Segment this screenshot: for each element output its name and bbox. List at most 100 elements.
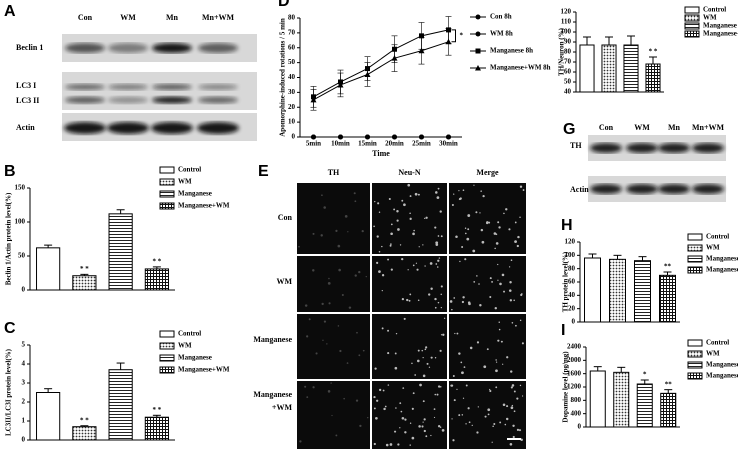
cell <box>426 362 429 365</box>
cell <box>374 200 376 203</box>
cell <box>467 228 470 231</box>
micrograph <box>297 256 370 312</box>
cell <box>480 190 482 192</box>
band <box>626 143 658 153</box>
band <box>692 143 724 153</box>
cell <box>475 211 478 214</box>
bar <box>144 416 169 441</box>
cell <box>382 389 385 392</box>
cell <box>381 289 383 292</box>
cell <box>486 348 489 351</box>
band <box>152 84 192 90</box>
cell <box>328 302 331 305</box>
marker <box>310 96 317 103</box>
y-tick-label: 2 <box>22 398 26 406</box>
y-tick-label: 0 <box>578 423 582 431</box>
cell <box>337 325 340 327</box>
cell <box>509 281 512 284</box>
significance: * * <box>153 406 162 414</box>
cell <box>467 214 471 217</box>
cell <box>378 211 381 213</box>
y-tick-label: 60 <box>568 278 576 286</box>
bar <box>584 257 601 323</box>
legend-label: Control <box>178 166 201 174</box>
cell <box>326 343 328 345</box>
cell <box>388 197 391 201</box>
cell <box>390 243 392 245</box>
cell <box>511 384 515 387</box>
lane-label: Mn <box>166 13 179 22</box>
cell <box>442 333 445 336</box>
band <box>152 96 192 104</box>
cell <box>516 428 520 431</box>
cell <box>430 356 433 359</box>
cell <box>522 189 525 191</box>
cell <box>422 400 425 403</box>
legend-label: WM <box>706 244 720 252</box>
micrograph <box>449 183 526 254</box>
cell <box>449 300 453 303</box>
cell <box>439 210 442 213</box>
y-tick-label: 4 <box>22 360 26 368</box>
bar <box>108 369 133 441</box>
y-tick-label: 80 <box>568 264 576 272</box>
row-label: Actin <box>16 123 35 132</box>
cell <box>387 258 390 261</box>
panel-letter: A <box>4 3 16 20</box>
cell <box>306 335 309 338</box>
bar <box>579 44 595 93</box>
cell <box>469 346 473 350</box>
significance: * * <box>649 48 658 56</box>
cell <box>390 223 393 226</box>
significance: ** <box>665 380 673 388</box>
cell <box>468 302 471 306</box>
panel-letter: C <box>4 320 16 337</box>
band <box>108 96 148 104</box>
cell <box>504 423 507 426</box>
cell <box>434 393 437 396</box>
cell <box>358 354 361 357</box>
cell <box>394 430 397 433</box>
y-tick-label: 20 <box>568 304 576 312</box>
cell <box>519 216 521 219</box>
cell <box>395 407 397 409</box>
cell <box>514 221 517 224</box>
cell <box>390 232 393 236</box>
cell <box>417 299 420 302</box>
x-axis-label: Time <box>372 149 390 158</box>
x-tick-label: 5min <box>306 140 321 148</box>
bar <box>659 274 676 323</box>
cell <box>424 217 426 220</box>
cell <box>491 441 493 443</box>
row-label: +WM <box>272 403 293 412</box>
legend-label: Manganese 8h <box>490 47 533 55</box>
cell <box>409 422 412 424</box>
row-label: LC3 I <box>16 81 36 90</box>
cell <box>452 374 455 377</box>
cell <box>437 235 440 237</box>
cell <box>299 440 302 443</box>
cell <box>489 277 492 280</box>
cell <box>467 407 470 410</box>
cell <box>497 339 500 342</box>
cell <box>385 443 389 447</box>
y-tick-label: 10 <box>288 118 296 126</box>
legend-label: Manganese+WM <box>178 202 230 210</box>
cell <box>498 321 500 323</box>
cell <box>515 324 517 327</box>
cell <box>425 346 428 349</box>
cell <box>510 370 513 373</box>
cell <box>373 225 375 228</box>
cell <box>430 287 433 290</box>
cell <box>502 403 506 407</box>
cell <box>434 306 437 309</box>
y-tick-label: 2000 <box>567 356 582 364</box>
y-tick-label: 1 <box>22 417 26 425</box>
cell <box>488 221 491 224</box>
bar <box>144 268 169 291</box>
cell <box>401 257 404 261</box>
blot <box>62 72 257 110</box>
marker <box>475 48 481 54</box>
cell <box>453 399 456 402</box>
y-tick-label: 70 <box>288 28 296 36</box>
